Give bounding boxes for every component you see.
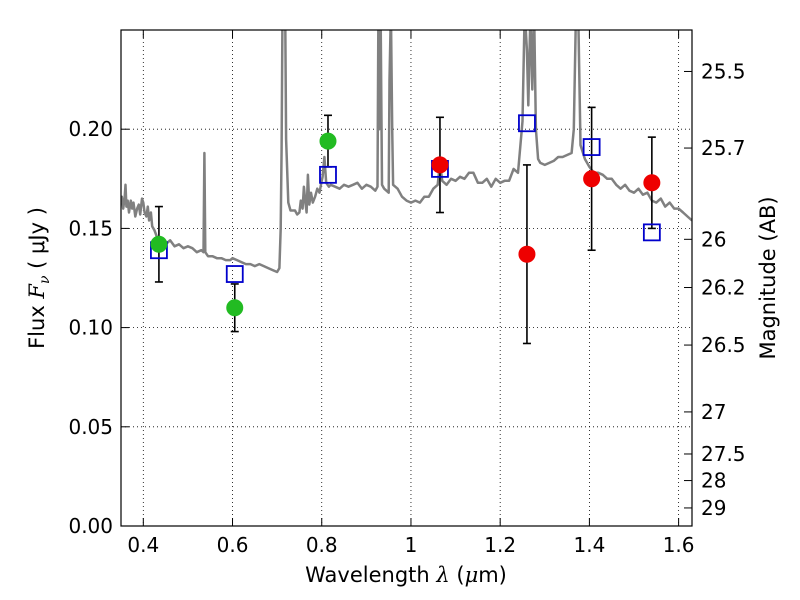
x-axis-ticks: 0.4 0.6 0.8 1 1.2 1.4 1.6 — [127, 30, 695, 557]
mag-tick-label: 27 — [701, 400, 726, 424]
y-tick-label: 0.10 — [68, 316, 113, 340]
y-tick-label: 0.15 — [68, 216, 113, 240]
x-tick-label: 0.6 — [217, 533, 249, 557]
red-data-point — [643, 174, 661, 192]
x-tick-label: 0.8 — [306, 533, 338, 557]
mag-tick-label: 27.5 — [701, 442, 746, 466]
red-data-point — [518, 245, 536, 263]
model-square-marker — [642, 223, 661, 242]
x-tick-label: 1.6 — [663, 533, 695, 557]
green-data-point — [150, 235, 168, 253]
sed-model-line — [121, 30, 692, 274]
x-tick-label: 1.4 — [573, 533, 605, 557]
y-tick-label: 0.00 — [68, 514, 113, 538]
green-data-point — [226, 299, 244, 317]
y-axis-ticks: 0.00 0.05 0.10 0.15 0.20 — [68, 117, 129, 538]
model-square-marker — [582, 138, 601, 156]
y-axis-label: Flux Fν ( μJy ) — [25, 207, 53, 349]
plot-frame — [120, 29, 693, 527]
magnitude-axis-label: Magnitude (AB) — [756, 196, 780, 359]
mag-tick-label: 26.5 — [701, 333, 746, 357]
mag-tick-label: 25.5 — [701, 59, 746, 83]
mag-tick-label: 26.2 — [701, 276, 746, 300]
mag-tick-label: 26 — [701, 227, 726, 251]
red-data-point — [431, 156, 449, 174]
data-markers — [150, 114, 661, 317]
x-tick-label: 1 — [405, 533, 418, 557]
mag-tick-label: 28 — [701, 469, 726, 493]
y-tick-label: 0.20 — [68, 117, 113, 141]
model-square-marker — [225, 265, 244, 283]
red-data-point — [583, 170, 601, 188]
x-tick-label: 0.4 — [127, 533, 159, 557]
mag-tick-label: 29 — [701, 496, 726, 520]
x-axis-label: Wavelength λ (μm) — [305, 563, 507, 587]
green-data-point — [319, 132, 337, 150]
grid-lines — [121, 30, 692, 526]
model-square-marker — [319, 165, 337, 184]
plot-area — [121, 30, 692, 526]
magnitude-axis-ticks: 25.5 25.7 26 26.2 26.5 27 27.5 28 29 — [684, 59, 746, 520]
model-square-marker — [518, 114, 536, 133]
y-tick-label: 0.05 — [68, 415, 113, 439]
x-tick-label: 1.2 — [484, 533, 516, 557]
series-layer — [121, 30, 692, 274]
mag-tick-label: 25.7 — [701, 136, 746, 160]
